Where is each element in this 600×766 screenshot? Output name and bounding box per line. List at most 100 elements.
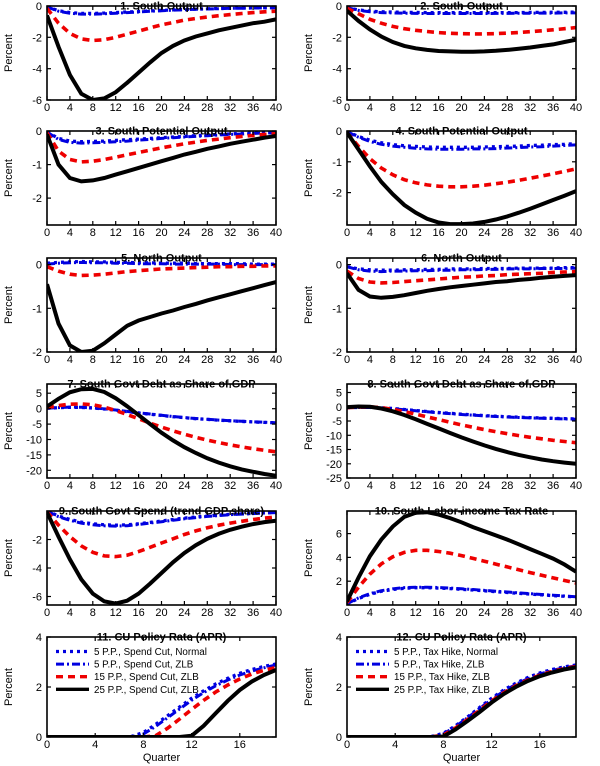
series-line-dashdot-blue [47,405,276,425]
y-tick-label: 0 [336,1,342,13]
x-tick-label: 0 [44,480,50,492]
x-tick-label: 0 [344,739,350,751]
x-tick-label: 16 [432,354,444,366]
x-tick-label: 32 [524,354,536,366]
axis-ticks [346,636,576,738]
x-tick-label: 20 [455,227,467,239]
x-tick-label: 20 [455,102,467,114]
x-tick-label: 36 [547,354,559,366]
series-line-dashed-red [47,264,276,278]
x-tick-label: 8 [440,739,446,751]
x-tick-label: 12 [410,607,422,619]
y-axis-label: Percent [303,412,315,450]
panel-11: 0 4 8 12 16 0 2 4 11. CU Policy Rate (APR) Percen… [3,632,277,764]
plot-area [347,131,576,225]
x-tick-label: 8 [390,354,396,366]
series-line-dashed-red [347,6,576,36]
series-line-dashed-red [347,548,576,604]
x-tick-label: 12 [185,739,197,751]
x-tick-label: 20 [155,480,167,492]
x-tick-label: 4 [367,480,373,492]
series-line-solid-black [47,280,276,352]
legend-label: 5 P.P., Tax Hike, Normal [394,647,498,658]
chart-title: 1. South Output [120,1,203,13]
x-tick-label: 24 [178,480,190,492]
series-line-dashdot-blue [347,585,576,605]
panel-7: 0 4 8 12 16 20 24 28 32 36 40 5 0 -5 -10 -15 -20 7. South… [3,379,282,493]
x-tick-label: 24 [478,227,490,239]
x-tick-label: 28 [501,102,513,114]
legend-label: 5 P.P., Spend Cut, Normal [94,647,207,658]
x-tick-label: 40 [570,227,582,239]
y-tick-label: 5 [336,388,342,400]
x-tick-label: 0 [44,607,50,619]
x-tick-label: 4 [67,227,73,239]
x-tick-label: 32 [524,480,536,492]
y-tick-label: 0 [36,260,42,272]
x-tick-label: 40 [570,354,582,366]
x-tick-label: 20 [155,607,167,619]
x-tick-label: 40 [270,227,282,239]
legend-label: 5 P.P., Tax Hike, ZLB [394,660,485,671]
y-tick-label: -4 [32,64,42,76]
axis-ticks [46,258,277,353]
plot-area [47,259,276,352]
y-tick-label: -10 [326,430,342,442]
chart-title: 8. South Govt Debt as Share of GDP [367,379,555,391]
x-tick-label: 8 [390,480,396,492]
x-tick-label: 40 [570,480,582,492]
panel-8: 0 4 8 12 16 20 24 28 32 36 40 5 0 -5 -10 -15 -20 -25 8. So… [303,379,582,493]
x-tick-label: 0 [344,227,350,239]
y-tick-label: -20 [26,465,42,477]
x-tick-label: 36 [247,227,259,239]
panel-2: 0 4 8 12 16 20 24 28 32 36 40 0 -2 -4 -6 2. South Outpu… [303,1,582,115]
x-tick-label: 32 [524,102,536,114]
x-tick-label: 8 [390,607,396,619]
x-tick-label: 24 [478,102,490,114]
x-tick-label: 16 [534,739,546,751]
panel-5: 0 4 8 12 16 20 24 28 32 36 40 0 -1 -2 5. North Output P… [3,253,282,367]
x-tick-label: 0 [344,607,350,619]
legend-label: 5 P.P., Spend Cut, ZLB [94,660,194,671]
x-tick-label: 12 [110,102,122,114]
y-tick-label: 0 [336,732,342,744]
x-tick-label: 4 [67,607,73,619]
x-axis-label: Quarter [443,752,481,764]
plot-area [47,662,276,737]
x-tick-label: 0 [344,480,350,492]
series-line-dashdot-blue [47,663,276,737]
chart-title: 9. South Govt Spend (trend GDP share) [59,506,264,518]
y-tick-label: -2 [332,188,342,200]
x-tick-label: 12 [110,354,122,366]
y-axis-label: Percent [3,668,15,706]
x-tick-label: 12 [110,607,122,619]
x-tick-label: 8 [90,227,96,239]
panel-12: 0 4 8 12 16 0 2 4 12. CU Policy Rate (APR) Percen… [303,632,577,764]
plot-area [347,6,576,54]
x-tick-label: 16 [432,480,444,492]
plot-area [347,265,576,300]
x-tick-label: 4 [367,607,373,619]
chart-title: 5. North Output [121,253,202,265]
x-tick-label: 32 [224,354,236,366]
y-tick-label: 2 [336,576,342,588]
plot-area [347,511,576,605]
x-tick-label: 0 [44,227,50,239]
y-tick-label: -4 [332,64,342,76]
series-line-dashed-red [47,131,276,164]
series-line-dashdot-blue [47,131,276,145]
x-tick-label: 12 [410,227,422,239]
x-tick-label: 36 [247,607,259,619]
x-tick-label: 16 [432,102,444,114]
x-tick-label: 4 [67,354,73,366]
x-tick-label: 8 [90,480,96,492]
legend-label: 15 P.P., Spend Cut, ZLB [94,672,199,683]
x-tick-label: 8 [390,102,396,114]
x-tick-label: 0 [44,354,50,366]
series-line-solid-black [347,511,576,603]
chart-title: 12. CU Policy Rate (APR) [396,632,527,644]
plot-border [46,257,277,353]
panel-6: 0 4 8 12 16 20 24 28 32 36 40 0 -1 -2 6. North Output P… [303,253,582,367]
